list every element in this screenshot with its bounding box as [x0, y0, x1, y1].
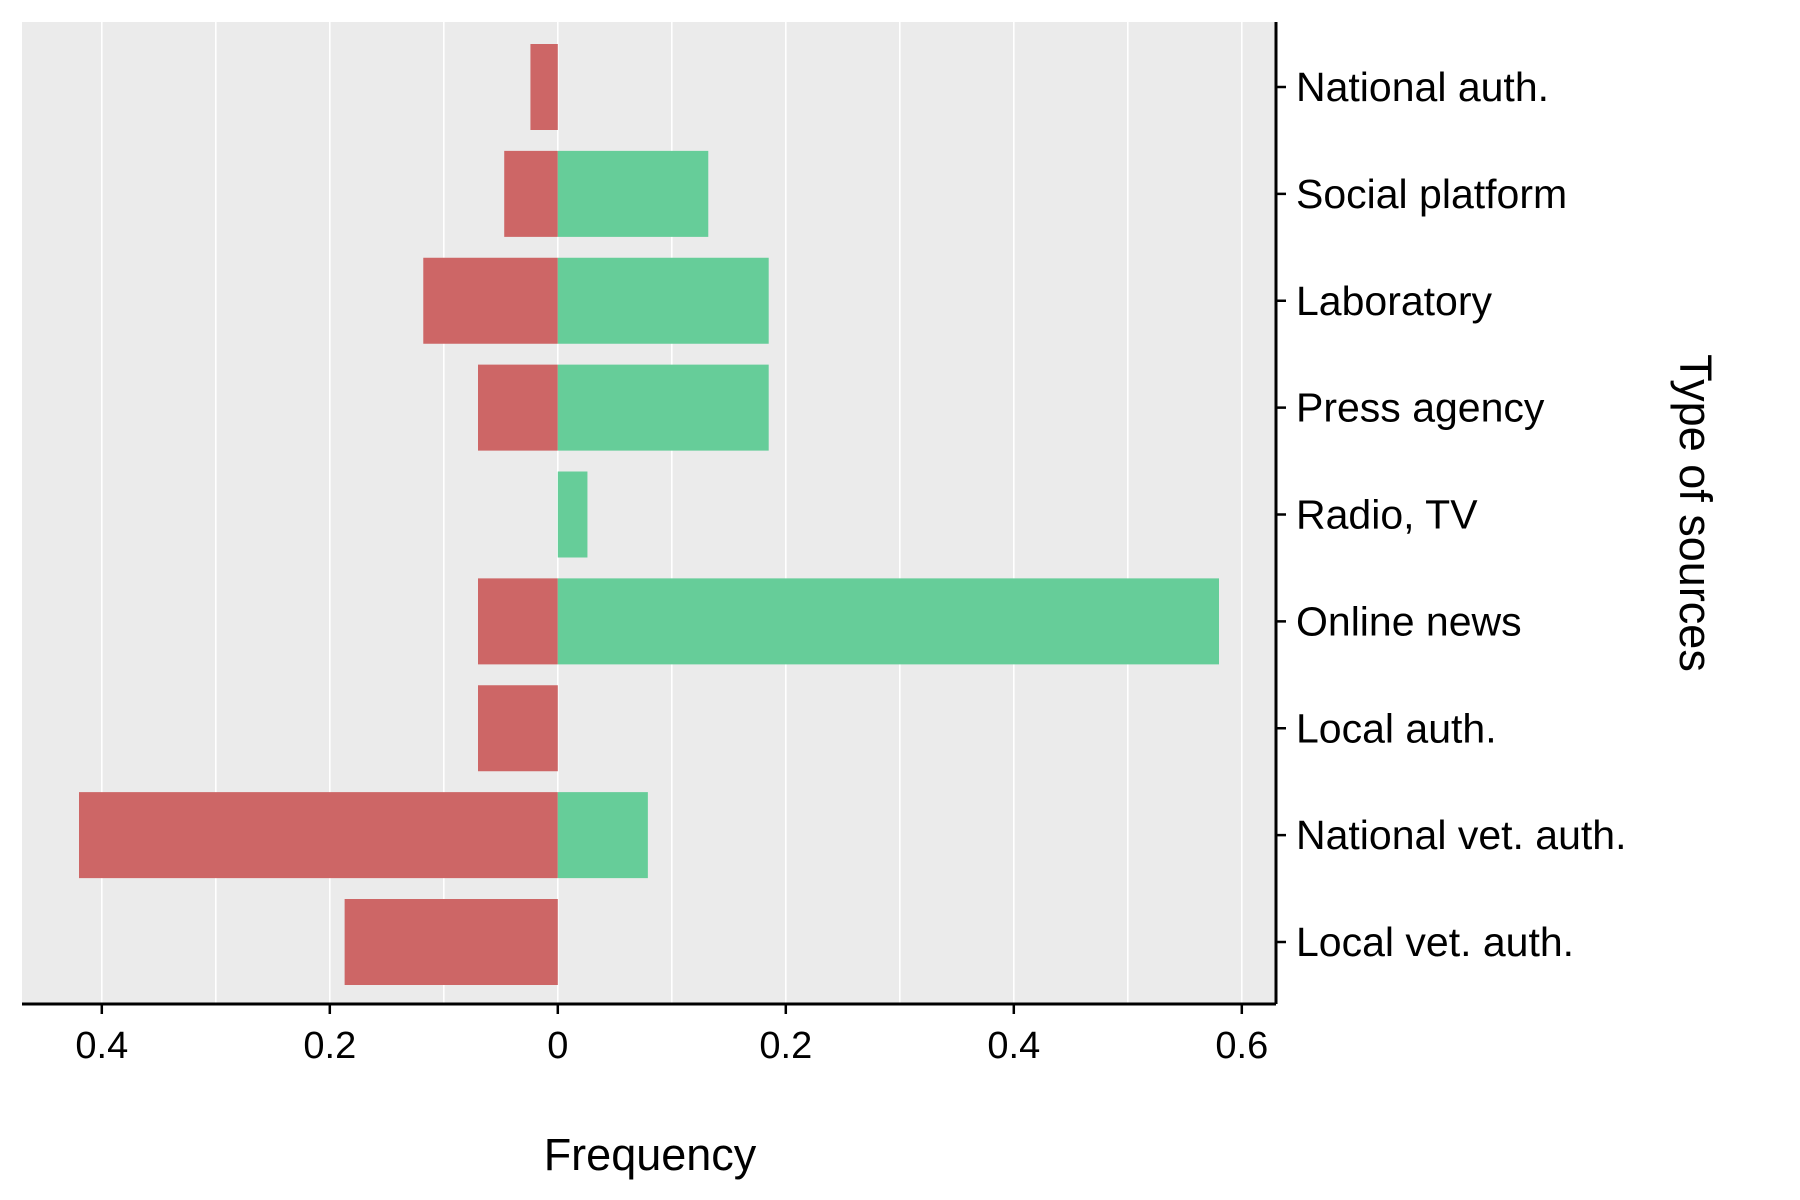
y-axis-ticks: National auth. Social platform Laboratory P…	[1276, 64, 1626, 965]
bar-right-5	[557, 578, 1219, 665]
bar-right-3	[557, 364, 769, 451]
bars	[79, 44, 1219, 985]
x-axis-ticks: 0.4 0.2 0 0.2 0.4 0.6	[75, 1004, 1268, 1067]
y-category-label: National auth.	[1296, 64, 1549, 110]
y-axis-title: Type of sources	[1670, 354, 1721, 672]
bar-right-2	[557, 257, 769, 344]
x-tick-label: 0.2	[303, 1025, 356, 1067]
y-category-label: Local auth.	[1296, 705, 1497, 751]
y-category-label: Press agency	[1296, 385, 1545, 431]
bar-right-7	[557, 792, 648, 879]
bar-left-1	[504, 150, 558, 237]
y-category-label: Social platform	[1296, 171, 1567, 217]
y-category-label: Laboratory	[1296, 278, 1493, 324]
grid-lines	[101, 22, 1243, 1004]
bar-left-7	[79, 792, 558, 879]
bar-left-3	[478, 364, 558, 451]
x-tick-label: 0.4	[987, 1025, 1040, 1067]
bar-right-1	[557, 150, 709, 237]
bar-left-5	[478, 578, 558, 665]
x-tick-label: 0	[547, 1025, 568, 1067]
x-tick-label: 0.6	[1215, 1025, 1268, 1067]
x-axis-title: Frequency	[544, 1129, 757, 1180]
bar-left-6	[478, 685, 558, 772]
y-category-label: Online news	[1296, 598, 1522, 644]
bar-left-2	[423, 257, 558, 344]
bar-right-4	[557, 471, 588, 558]
y-category-label: Radio, TV	[1296, 492, 1478, 538]
y-category-label: Local vet. auth.	[1296, 919, 1574, 965]
x-tick-label: 0.2	[759, 1025, 812, 1067]
y-category-label: National vet. auth.	[1296, 812, 1626, 858]
bar-left-0	[530, 44, 558, 130]
bar-left-8	[344, 899, 558, 985]
x-tick-label: 0.4	[75, 1025, 128, 1067]
